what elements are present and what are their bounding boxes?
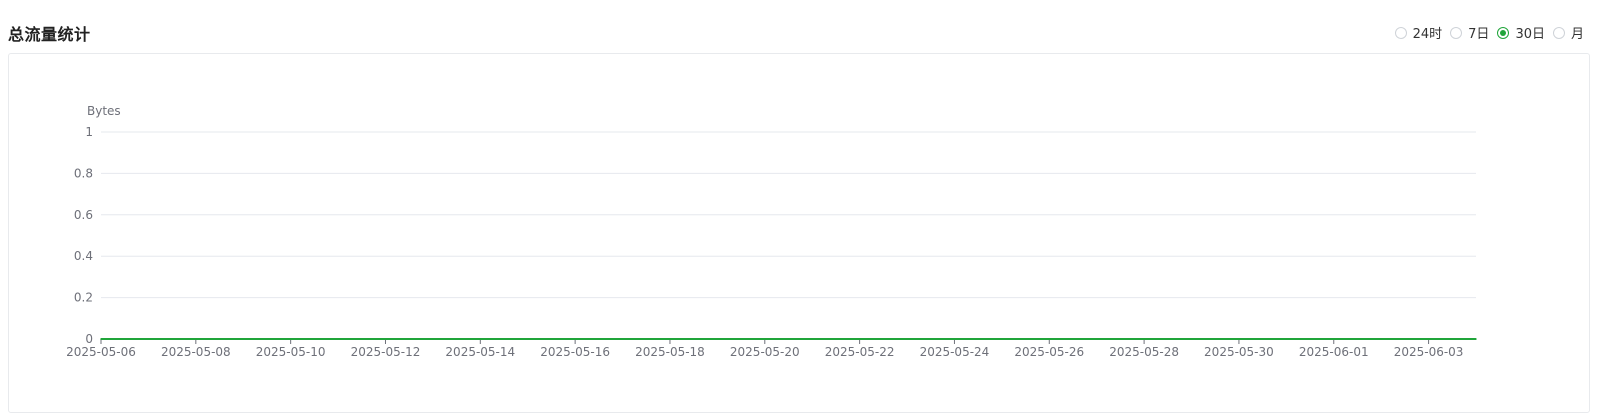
- data-point: [1143, 338, 1145, 340]
- data-point: [1380, 338, 1382, 340]
- radio-checked-icon[interactable]: [1497, 26, 1510, 39]
- data-point: [100, 338, 102, 340]
- data-point: [1427, 338, 1430, 340]
- data-point: [1048, 338, 1051, 340]
- radio-icon[interactable]: [1394, 26, 1407, 39]
- data-point: [716, 338, 719, 340]
- x-tick-label: 2025-05-10: [256, 345, 326, 359]
- y-axis-title: Bytes: [87, 104, 121, 118]
- data-point: [811, 338, 814, 340]
- data-point: [621, 338, 624, 340]
- data-point: [1001, 338, 1003, 340]
- radio-icon[interactable]: [1552, 26, 1565, 39]
- data-point: [669, 338, 671, 340]
- range-option-month[interactable]: 月: [1552, 23, 1584, 42]
- time-range-selector: 24时 7日 30日 月: [1387, 23, 1584, 42]
- x-tick-label: 2025-06-01: [1299, 345, 1369, 359]
- axis-layer: 0 0.2 0.4 0.6 0.8 1 2025-05-06 2025-05-08 2025-0…: [66, 125, 1476, 359]
- data-point: [763, 338, 766, 340]
- data-point: [953, 338, 956, 340]
- range-option-label: 30日: [1515, 27, 1545, 42]
- data-point: [337, 338, 339, 340]
- data-point: [1095, 338, 1098, 340]
- data-point: [195, 338, 197, 340]
- page-title: 总流量统计: [8, 25, 91, 44]
- range-option-7d[interactable]: 7日: [1450, 23, 1489, 42]
- x-tick-label: 2025-06-03: [1394, 345, 1464, 359]
- range-option-label: 7日: [1468, 27, 1490, 42]
- x-tick-label: 2025-05-26: [1014, 345, 1084, 359]
- data-point: [1332, 338, 1335, 340]
- range-option-label: 24时: [1412, 27, 1443, 42]
- data-point: [242, 338, 245, 340]
- x-tick-label: 2025-05-24: [920, 345, 990, 359]
- x-tick-label: 2025-05-28: [1109, 345, 1179, 359]
- x-tick-label: 2025-05-06: [66, 345, 136, 359]
- data-point: [526, 338, 529, 340]
- range-option-30d[interactable]: 30日: [1497, 23, 1545, 42]
- range-option-label: 月: [1570, 27, 1584, 42]
- x-tick-label: 2025-05-08: [161, 345, 231, 359]
- y-tick-label: 0.8: [74, 166, 93, 180]
- x-tick-label: 2025-05-30: [1204, 345, 1274, 359]
- data-point: [479, 338, 482, 340]
- x-tick-label: 2025-05-16: [540, 345, 610, 359]
- data-point: [906, 338, 908, 340]
- x-tick-label: 2025-05-14: [445, 345, 515, 359]
- x-tick-label: 2025-05-18: [635, 345, 705, 359]
- y-tick-label: 0.2: [74, 291, 93, 305]
- range-option-24h[interactable]: 24时: [1394, 23, 1443, 42]
- data-point: [147, 338, 150, 340]
- grid-layer: [101, 131, 1476, 299]
- data-point: [289, 338, 292, 340]
- data-point: [858, 338, 861, 340]
- data-point: [384, 338, 387, 340]
- y-tick-label: 0: [85, 332, 93, 346]
- data-point: [432, 338, 434, 340]
- data-point: [1238, 338, 1240, 340]
- y-tick-label: 0.4: [74, 249, 93, 263]
- data-point: [1190, 338, 1193, 340]
- series-layer: [100, 338, 1477, 340]
- radio-icon[interactable]: [1450, 26, 1463, 39]
- data-point: [574, 338, 576, 340]
- x-tick-label: 2025-05-20: [730, 345, 800, 359]
- data-point: [1285, 338, 1288, 340]
- y-tick-label: 0.6: [74, 208, 93, 222]
- x-tick-label: 2025-05-12: [351, 345, 421, 359]
- data-point: [1475, 338, 1477, 340]
- y-tick-label: 1: [85, 125, 93, 139]
- x-tick-label: 2025-05-22: [825, 345, 895, 359]
